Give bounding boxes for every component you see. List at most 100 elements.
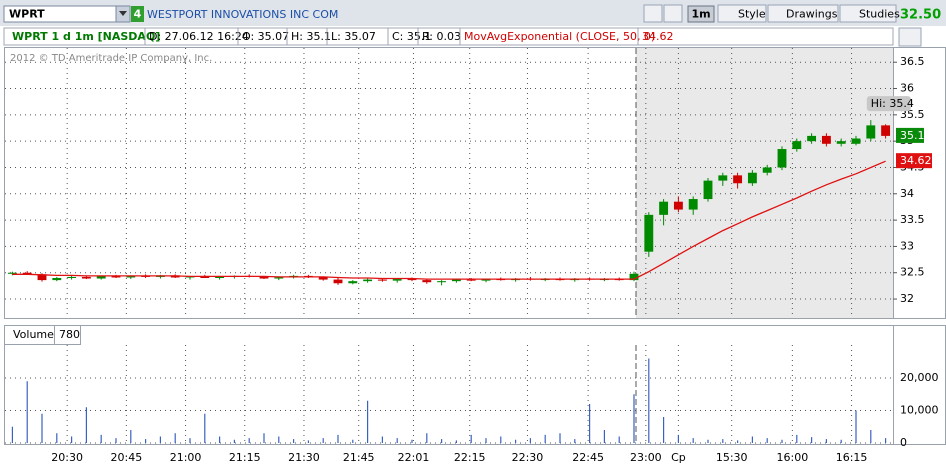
info-low: L: 35.07 xyxy=(331,30,376,43)
info-high: H: 35.1 xyxy=(291,30,331,43)
tool-button[interactable] xyxy=(643,4,663,23)
x-tick-label: 20:45 xyxy=(111,451,143,464)
candle-body xyxy=(629,273,639,281)
info-study: MovAvgExponential (CLOSE, 50, 0) xyxy=(464,30,655,43)
volume-bar xyxy=(766,438,768,443)
tool-button[interactable] xyxy=(663,4,683,23)
volume-bar xyxy=(248,438,250,443)
candle-body xyxy=(392,279,402,281)
settings-button[interactable] xyxy=(898,27,922,47)
volume-bar xyxy=(692,438,694,443)
y-tick-label: 20,000 xyxy=(900,371,939,384)
ema-line xyxy=(12,160,886,280)
info-open: O: 35.07 xyxy=(242,30,289,43)
candle-body xyxy=(259,276,269,279)
x-tick-label: 21:30 xyxy=(288,451,320,464)
candle-body xyxy=(451,279,461,282)
volume-bar xyxy=(515,439,517,443)
y-tick-label: 33.5 xyxy=(900,213,925,226)
x-tick-label: 22:30 xyxy=(512,451,544,464)
x-tick-label: 22:01 xyxy=(398,451,430,464)
volume-bar xyxy=(85,407,87,443)
candle-body xyxy=(37,274,47,281)
candle-body xyxy=(274,277,284,279)
x-tick-label: 22:45 xyxy=(572,451,604,464)
candle-body xyxy=(7,272,17,274)
x-tick-label: 21:15 xyxy=(229,451,261,464)
volume-bar xyxy=(26,381,28,443)
volume-bar xyxy=(796,434,798,443)
watermark: 2012 © TD Ameritrade IP Company, Inc. xyxy=(10,53,212,64)
volume-bar xyxy=(529,438,531,443)
volume-bar xyxy=(56,433,58,443)
volume-bar xyxy=(11,426,13,443)
volume-bar xyxy=(367,400,369,443)
candle-body xyxy=(67,276,77,278)
volume-bar xyxy=(293,439,295,443)
volume-bar xyxy=(381,436,383,443)
style-label: Style xyxy=(738,8,766,21)
volume-bar xyxy=(278,436,280,443)
candle-body xyxy=(659,201,669,215)
info-range: R: 0.03 xyxy=(422,30,461,43)
candle-body xyxy=(881,125,891,136)
volume-bar xyxy=(781,439,783,443)
drawings-label: Drawings xyxy=(786,8,838,21)
volume-bar xyxy=(441,439,443,443)
volume-bar xyxy=(455,440,457,443)
volume-bar xyxy=(396,438,398,443)
volume-bar xyxy=(885,438,887,443)
candle-body xyxy=(747,172,757,184)
candle-body xyxy=(126,275,136,278)
volume-bar xyxy=(115,438,117,443)
y-tick-label: 34 xyxy=(900,187,914,200)
last-price: 32.50 xyxy=(900,8,941,23)
volume-bar xyxy=(219,436,221,443)
info-symbol: WPRT 1 d 1m [NASDAQ] xyxy=(12,30,160,43)
x-tick-label: 16:00 xyxy=(777,451,809,464)
period-label: 1m xyxy=(691,8,710,21)
volume-value-box xyxy=(54,325,81,345)
x-tick-label: 23:00 xyxy=(630,451,662,464)
candle-body xyxy=(836,141,846,144)
candle-body xyxy=(200,276,210,278)
volume-bar xyxy=(352,439,354,443)
drawings-button[interactable] xyxy=(767,4,839,23)
candle-body xyxy=(333,279,343,284)
volume-bar xyxy=(870,429,872,443)
y-tick-label: 32 xyxy=(900,292,914,305)
volume-title: Volume xyxy=(13,328,54,341)
style-button[interactable] xyxy=(717,4,767,23)
volume-bar xyxy=(855,410,857,443)
volume-bar xyxy=(589,403,591,443)
x-tick-label: 16:15 xyxy=(836,451,868,464)
candle-body xyxy=(777,149,787,168)
candle-body xyxy=(318,277,328,280)
x-tick-label: 21:45 xyxy=(343,451,375,464)
volume-bar xyxy=(737,440,739,443)
volume-bar xyxy=(470,434,472,443)
link-badge[interactable] xyxy=(131,6,144,22)
volume-bar xyxy=(618,436,620,443)
volume-bar xyxy=(233,439,235,443)
volume-bar xyxy=(500,436,502,443)
hi-label: Hi: 35.4 xyxy=(871,97,914,110)
studies-button[interactable] xyxy=(839,4,897,23)
company-name: WESTPORT INNOVATIONS INC COM xyxy=(147,8,338,21)
volume-bar xyxy=(603,429,605,443)
volume-bar xyxy=(307,440,309,443)
y-tick-label: 36 xyxy=(900,82,914,95)
x-tick-label: 15:30 xyxy=(716,451,748,464)
candle-body xyxy=(22,272,32,275)
volume-bar xyxy=(722,439,724,443)
candle-body xyxy=(466,279,476,281)
ema-value-label: 34.62 xyxy=(900,154,932,167)
volume-bar xyxy=(485,438,487,443)
candle-body xyxy=(422,280,432,283)
candle-body xyxy=(437,281,447,283)
y-tick-label: 10,000 xyxy=(900,403,939,416)
info-study-value: 34.62 xyxy=(642,30,674,43)
period-button[interactable] xyxy=(687,5,715,23)
volume-bar xyxy=(145,439,147,443)
